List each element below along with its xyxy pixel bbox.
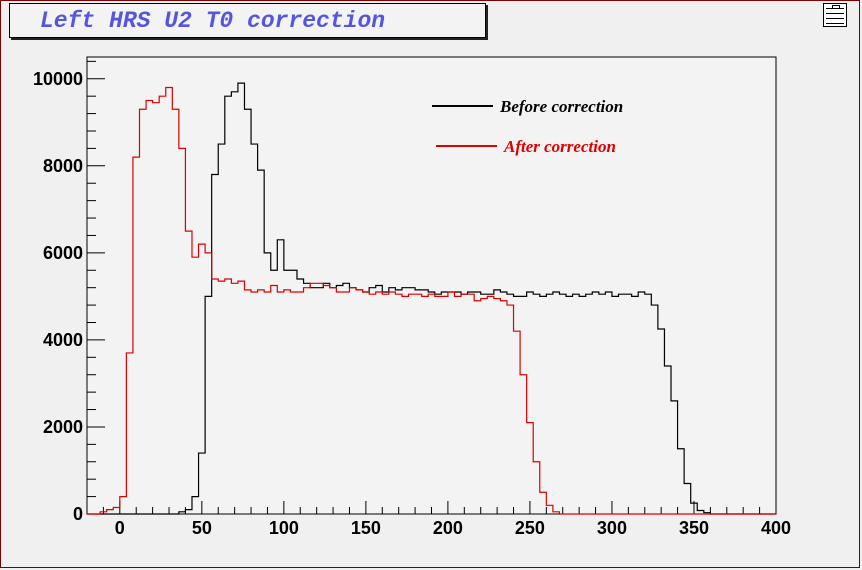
x-tick-label: 50 (192, 518, 212, 538)
stats-box-line (826, 13, 844, 14)
x-tick-label: 100 (269, 518, 299, 538)
x-axis: 0 50 100 150 200 250 300 350 400 (86, 501, 791, 538)
x-tick-label: 0 (115, 518, 125, 538)
x-tick-label: 350 (679, 518, 709, 538)
stats-box-line (826, 18, 844, 19)
y-axis: 0 2000 4000 6000 8000 10000 (33, 60, 105, 524)
y-tick-label: 10000 (33, 69, 83, 89)
series-line-1 (87, 86, 776, 515)
x-tick-label: 300 (597, 518, 627, 538)
y-tick-label: 8000 (43, 156, 83, 176)
y-tick-label: 2000 (43, 417, 83, 437)
legend-label: Before correction (499, 97, 623, 116)
chart-title: Left HRS U2 T0 correction (40, 8, 386, 34)
y-tick-label: 0 (73, 504, 83, 524)
y-tick-label: 4000 (43, 330, 83, 350)
plot-area (86, 56, 777, 515)
y-tick-label: 6000 (43, 243, 83, 263)
x-tick-label: 250 (515, 518, 545, 538)
stats-box-tab (832, 5, 840, 9)
legend: Before correction After correction (432, 97, 623, 156)
series-layer (87, 82, 776, 515)
title-box: Left HRS U2 T0 correction (9, 3, 486, 38)
x-tick-label: 400 (761, 518, 791, 538)
series-line-0 (87, 82, 776, 515)
stats-box-line (826, 23, 844, 24)
x-tick-label: 200 (433, 518, 463, 538)
stats-box-icon[interactable] (823, 3, 847, 27)
x-tick-label: 150 (351, 518, 381, 538)
legend-label: After correction (503, 137, 616, 156)
stats-box-line (826, 8, 844, 9)
